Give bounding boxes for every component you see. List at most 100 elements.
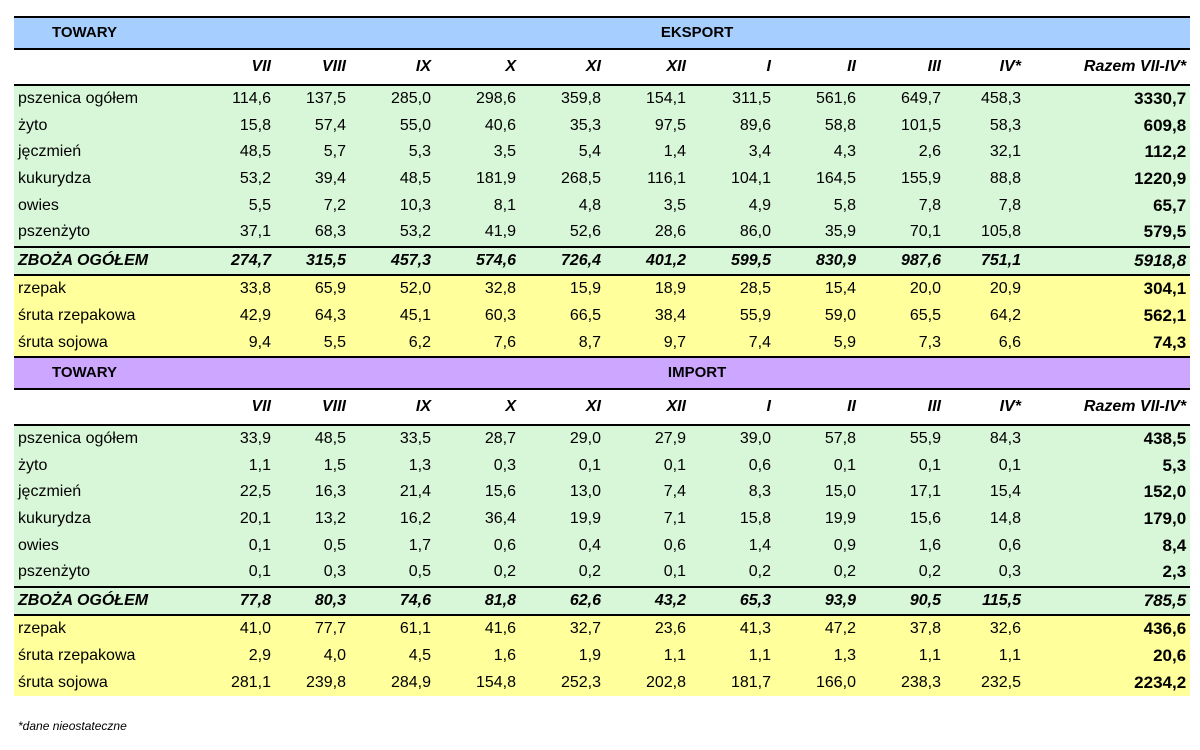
- value-cell: 15,9: [524, 275, 609, 303]
- value-cell: 55,9: [694, 302, 779, 330]
- value-cell: 8,1: [439, 192, 524, 219]
- value-cell: 60,3: [439, 302, 524, 330]
- row-label: jęczmień: [14, 479, 204, 506]
- value-cell: 359,8: [524, 85, 609, 113]
- value-cell: 0,2: [694, 558, 779, 587]
- table-row: żyto 1,1 1,5 1,3 0,3 0,1 0,1 0,6 0,1 0,1 0,1 5,3: [14, 452, 1191, 480]
- value-cell: 4,3: [779, 139, 864, 166]
- value-cell: 1,5: [279, 452, 354, 480]
- row-label: żyto: [14, 112, 204, 140]
- table-row: rzepak 33,8 65,9 52,0 32,8 15,9 18,9 28,5 15,4 20…: [14, 275, 1191, 303]
- month-header: XII: [609, 388, 694, 426]
- total-cell: 8,4: [1029, 532, 1191, 559]
- value-cell: 39,0: [694, 424, 779, 453]
- eksport-section-header: TOWARY EKSPORT: [14, 16, 1191, 50]
- value-cell: 0,4: [524, 532, 609, 559]
- value-cell: 4,0: [279, 642, 354, 670]
- value-cell: 90,5: [864, 585, 949, 617]
- value-cell: 154,1: [609, 85, 694, 113]
- value-cell: 15,0: [779, 479, 864, 506]
- value-cell: 80,3: [279, 585, 354, 617]
- summary-row: ZBOŻA OGÓŁEM 274,7 315,5 457,3 574,6 726,4 401…: [14, 245, 1191, 277]
- table-row: pszenica ogółem 33,9 48,5 33,5 28,7 29,0 27,9 3…: [14, 424, 1191, 453]
- value-cell: 28,5: [694, 275, 779, 303]
- value-cell: 68,3: [279, 218, 354, 247]
- value-cell: 35,9: [779, 218, 864, 247]
- month-header: III: [864, 388, 949, 426]
- row-label: pszenica ogółem: [14, 85, 204, 113]
- month-header: VII: [204, 49, 279, 86]
- value-cell: 15,4: [779, 275, 864, 303]
- value-cell: 0,9: [779, 532, 864, 559]
- value-cell: 574,6: [439, 245, 524, 277]
- value-cell: 48,5: [354, 165, 439, 193]
- value-cell: 13,0: [524, 479, 609, 506]
- value-cell: 7,2: [279, 192, 354, 219]
- value-cell: 0,5: [279, 532, 354, 559]
- value-cell: 0,1: [779, 452, 864, 480]
- value-cell: 726,4: [524, 245, 609, 277]
- row-label: śruta rzepakowa: [14, 642, 204, 670]
- value-cell: 1,6: [439, 642, 524, 670]
- row-label: żyto: [14, 452, 204, 480]
- value-cell: 70,1: [864, 218, 949, 247]
- value-cell: 77,7: [279, 615, 354, 643]
- value-cell: 23,6: [609, 615, 694, 643]
- towary-label: TOWARY: [14, 355, 204, 390]
- value-cell: 32,7: [524, 615, 609, 643]
- value-cell: 315,5: [279, 245, 354, 277]
- row-label: rzepak: [14, 615, 204, 643]
- value-cell: 3,5: [439, 139, 524, 166]
- value-cell: 268,5: [524, 165, 609, 193]
- value-cell: 0,1: [949, 452, 1029, 480]
- footnote: *dane nieostateczne: [18, 719, 127, 733]
- total-cell: 2,3: [1029, 558, 1191, 587]
- value-cell: 57,8: [779, 424, 864, 453]
- value-cell: 19,9: [779, 505, 864, 533]
- value-cell: 101,5: [864, 112, 949, 140]
- value-cell: 5,3: [354, 139, 439, 166]
- value-cell: 15,4: [949, 479, 1029, 506]
- row-label: owies: [14, 532, 204, 559]
- value-cell: 751,1: [949, 245, 1029, 277]
- total-cell: 152,0: [1029, 479, 1191, 506]
- value-cell: 32,1: [949, 139, 1029, 166]
- total-cell: 1220,9: [1029, 165, 1191, 193]
- value-cell: 33,8: [204, 275, 279, 303]
- value-cell: 7,6: [439, 329, 524, 357]
- row-label: jęczmień: [14, 139, 204, 166]
- value-cell: 86,0: [694, 218, 779, 247]
- table-row: kukurydza 20,1 13,2 16,2 36,4 19,9 7,1 15,8 19,9…: [14, 505, 1191, 533]
- value-cell: 457,3: [354, 245, 439, 277]
- month-header: VIII: [279, 388, 354, 426]
- value-cell: 89,6: [694, 112, 779, 140]
- value-cell: 830,9: [779, 245, 864, 277]
- value-cell: 1,4: [694, 532, 779, 559]
- total-cell: 609,8: [1029, 112, 1191, 140]
- value-cell: 6,2: [354, 329, 439, 357]
- value-cell: 281,1: [204, 669, 279, 696]
- value-cell: 48,5: [279, 424, 354, 453]
- value-cell: 298,6: [439, 85, 524, 113]
- value-cell: 37,1: [204, 218, 279, 247]
- value-cell: 58,3: [949, 112, 1029, 140]
- value-cell: 1,1: [694, 642, 779, 670]
- value-cell: 181,9: [439, 165, 524, 193]
- value-cell: 1,7: [354, 532, 439, 559]
- total-cell: 562,1: [1029, 302, 1191, 330]
- summary-row: ZBOŻA OGÓŁEM 77,8 80,3 74,6 81,8 62,6 43,2 65,3…: [14, 585, 1191, 617]
- value-cell: 58,8: [779, 112, 864, 140]
- value-cell: 65,3: [694, 585, 779, 617]
- table-row: owies 0,1 0,5 1,7 0,6 0,4 0,6 1,4 0,9 1,6 0,6 8,4: [14, 532, 1191, 559]
- value-cell: 7,8: [864, 192, 949, 219]
- eksport-column-header-row: VII VIII IX X XI XII I II III IV* Razem VII-IV*: [14, 49, 1191, 86]
- month-header: VII: [204, 388, 279, 426]
- value-cell: 33,9: [204, 424, 279, 453]
- table-row: śruta sojowa 9,4 5,5 6,2 7,6 8,7 9,7 7,4 5,9 7,3 6…: [14, 329, 1191, 357]
- value-cell: 284,9: [354, 669, 439, 696]
- total-cell: 438,5: [1029, 424, 1191, 453]
- value-cell: 39,4: [279, 165, 354, 193]
- value-cell: 5,5: [204, 192, 279, 219]
- total-cell: 436,6: [1029, 615, 1191, 643]
- value-cell: 0,2: [439, 558, 524, 587]
